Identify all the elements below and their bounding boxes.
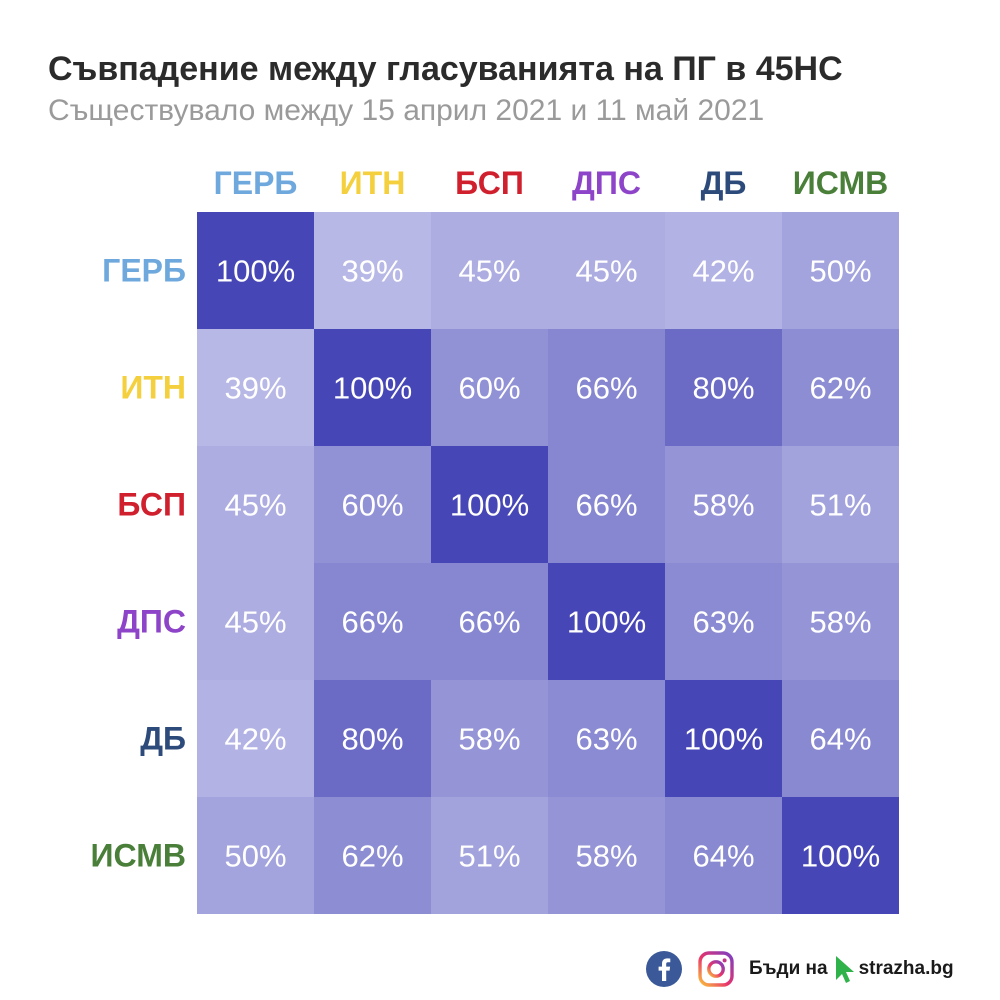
cell-value-r0-c0: 100% — [216, 254, 295, 289]
heatmap-cell-r2-c3 — [548, 446, 665, 563]
heatmap-cell-r0-c2 — [431, 212, 548, 329]
cell-value-r5-c1: 62% — [341, 839, 403, 874]
heatmap-cell-r2-c5 — [782, 446, 899, 563]
cell-value-r1-c0: 39% — [224, 371, 286, 406]
brand-site[interactable]: strazha.bg — [858, 958, 954, 979]
brand-prefix: Бъди на — [749, 958, 828, 979]
column-header-1: ИТН — [340, 165, 406, 201]
heatmap-cell-r1-c0 — [197, 329, 314, 446]
row-header-2: БСП — [117, 487, 186, 523]
heatmap-cell-r3-c0 — [197, 563, 314, 680]
cell-value-r5-c3: 58% — [575, 839, 637, 874]
cell-value-r5-c2: 51% — [458, 839, 520, 874]
column-header-3: ДПС — [572, 165, 641, 201]
heatmap-cell-r1-c5 — [782, 329, 899, 446]
cell-value-r0-c4: 42% — [692, 254, 754, 289]
heatmap-cell-r0-c4 — [665, 212, 782, 329]
heatmap-cell-r3-c3 — [548, 563, 665, 680]
cell-value-r4-c4: 100% — [684, 722, 763, 757]
cell-value-r3-c3: 100% — [567, 605, 646, 640]
cursor-arrow-icon — [835, 956, 854, 983]
heatmap-cell-r4-c0 — [197, 680, 314, 797]
cell-value-r3-c0: 45% — [224, 605, 286, 640]
cell-value-r2-c0: 45% — [224, 488, 286, 523]
heatmap-cell-r3-c4 — [665, 563, 782, 680]
cell-value-r2-c2: 100% — [450, 488, 529, 523]
heatmap-cell-r5-c2 — [431, 797, 548, 914]
column-header-5: ИСМВ — [793, 165, 888, 201]
heatmap-cell-r2-c0 — [197, 446, 314, 563]
facebook-icon[interactable] — [645, 950, 683, 988]
cell-value-r3-c5: 58% — [809, 605, 871, 640]
heatmap-cell-r5-c4 — [665, 797, 782, 914]
heatmap-cell-r5-c1 — [314, 797, 431, 914]
heatmap-cell-r5-c3 — [548, 797, 665, 914]
heatmap-cell-r2-c1 — [314, 446, 431, 563]
cell-value-r0-c3: 45% — [575, 254, 637, 289]
heatmap-cell-r4-c4 — [665, 680, 782, 797]
heatmap-chart: ГЕРБ ИТН БСП ДПС ДБ ИСМВ ГЕРБ ИТН БСП ДПС ДБ ИСМВ 10… — [91, 165, 899, 914]
row-header-0: ГЕРБ — [102, 253, 186, 289]
heatmap-cell-r0-c3 — [548, 212, 665, 329]
heatmap-cell-r0-c0 — [197, 212, 314, 329]
heatmap-cell-r3-c5 — [782, 563, 899, 680]
cell-value-r5-c0: 50% — [224, 839, 286, 874]
cell-value-r0-c1: 39% — [341, 254, 403, 289]
cell-value-r5-c5: 100% — [801, 839, 880, 874]
heatmap-cell-r4-c5 — [782, 680, 899, 797]
cell-value-r2-c5: 51% — [809, 488, 871, 523]
cell-value-r1-c2: 60% — [458, 371, 520, 406]
cell-value-r3-c2: 66% — [458, 605, 520, 640]
chart-subtitle: Съществувало между 15 април 2021 и 11 ма… — [48, 94, 765, 127]
cell-value-r4-c2: 58% — [458, 722, 520, 757]
column-header-2: БСП — [455, 165, 524, 201]
row-header-3: ДПС — [117, 604, 186, 640]
heatmap-cell-r0-c5 — [782, 212, 899, 329]
heatmap-cell-r3-c2 — [431, 563, 548, 680]
cell-value-r0-c5: 50% — [809, 254, 871, 289]
row-header-1: ИТН — [120, 370, 186, 406]
heatmap-cell-r1-c4 — [665, 329, 782, 446]
cell-value-r2-c3: 66% — [575, 488, 637, 523]
cell-value-r5-c4: 64% — [692, 839, 754, 874]
cell-value-r4-c1: 80% — [341, 722, 403, 757]
cell-value-r0-c2: 45% — [458, 254, 520, 289]
cell-value-r3-c4: 63% — [692, 605, 754, 640]
heatmap-cell-r2-c4 — [665, 446, 782, 563]
cell-value-r4-c5: 64% — [809, 722, 871, 757]
cell-value-r3-c1: 66% — [341, 605, 403, 640]
chart-title: Съвпадение между гласуванията на ПГ в 45… — [48, 50, 843, 88]
heatmap-cell-r4-c2 — [431, 680, 548, 797]
cell-value-r1-c3: 66% — [575, 371, 637, 406]
heatmap-cell-r1-c2 — [431, 329, 548, 446]
heatmap-cell-r5-c0 — [197, 797, 314, 914]
cell-value-r1-c1: 100% — [333, 371, 412, 406]
heatmap-cell-r1-c1 — [314, 329, 431, 446]
cell-value-r1-c5: 62% — [809, 371, 871, 406]
cell-value-r4-c3: 63% — [575, 722, 637, 757]
column-header-4: ДБ — [701, 165, 747, 201]
cell-value-r2-c1: 60% — [341, 488, 403, 523]
heatmap-cell-r4-c1 — [314, 680, 431, 797]
heatmap-cell-r2-c2 — [431, 446, 548, 563]
column-header-0: ГЕРБ — [214, 165, 298, 201]
row-header-5: ИСМВ — [91, 838, 186, 874]
cell-value-r4-c0: 42% — [224, 722, 286, 757]
heatmap-cell-r3-c1 — [314, 563, 431, 680]
cell-value-r2-c4: 58% — [692, 488, 754, 523]
cell-value-r1-c4: 80% — [692, 371, 754, 406]
heatmap-cell-r4-c3 — [548, 680, 665, 797]
heatmap-cell-r0-c1 — [314, 212, 431, 329]
row-header-4: ДБ — [140, 721, 186, 757]
heatmap-cell-r1-c3 — [548, 329, 665, 446]
instagram-icon[interactable] — [697, 950, 735, 988]
heatmap-cell-r5-c5 — [782, 797, 899, 914]
footer-branding: Бъди на strazha.bg — [645, 948, 990, 990]
